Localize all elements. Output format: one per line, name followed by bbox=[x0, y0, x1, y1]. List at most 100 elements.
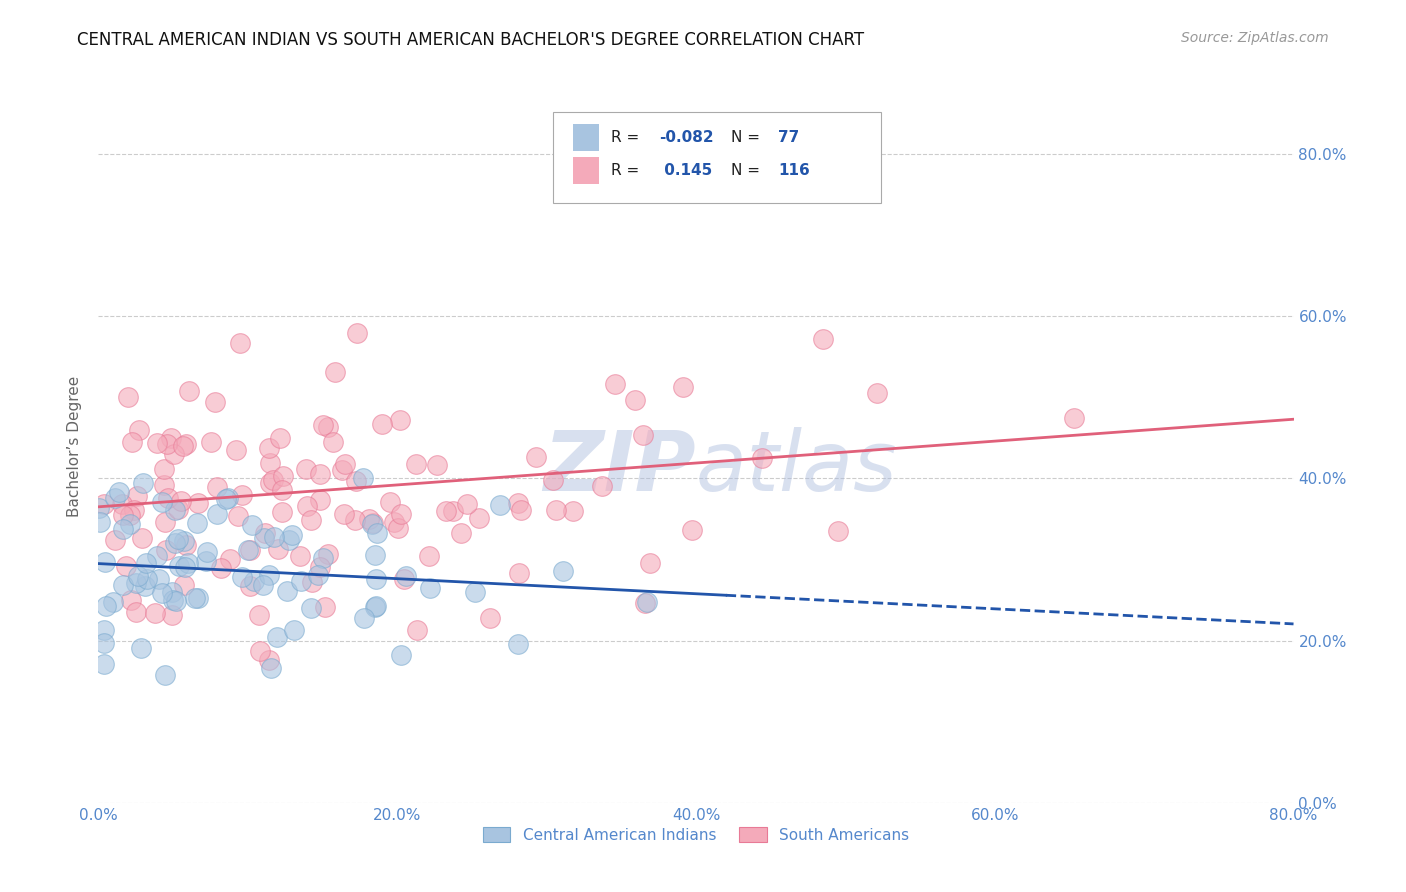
Point bbox=[633, 596, 655, 610]
Point bbox=[153, 515, 176, 529]
Point bbox=[325, 365, 347, 379]
Point bbox=[173, 559, 195, 574]
Point bbox=[464, 585, 486, 599]
Point bbox=[155, 543, 177, 558]
Text: 116: 116 bbox=[779, 163, 810, 178]
Text: R =: R = bbox=[612, 130, 644, 145]
Point bbox=[562, 503, 585, 517]
Point bbox=[195, 544, 218, 558]
Point bbox=[450, 526, 472, 541]
Point bbox=[231, 570, 253, 584]
Point bbox=[468, 511, 491, 525]
Point bbox=[387, 521, 409, 535]
Point bbox=[316, 419, 339, 434]
Point bbox=[218, 552, 240, 566]
Point bbox=[112, 508, 135, 522]
Point bbox=[153, 667, 176, 681]
Point bbox=[283, 623, 305, 637]
Point bbox=[281, 527, 304, 541]
Point bbox=[160, 431, 183, 445]
Point bbox=[344, 474, 367, 488]
Point bbox=[145, 606, 167, 620]
Point bbox=[150, 495, 173, 509]
Point bbox=[156, 491, 179, 505]
Point bbox=[252, 578, 274, 592]
Point bbox=[811, 332, 834, 346]
Point bbox=[316, 547, 339, 561]
Point bbox=[263, 530, 285, 544]
Point bbox=[389, 412, 412, 426]
Point bbox=[353, 611, 375, 625]
Point bbox=[240, 518, 263, 533]
Point bbox=[128, 423, 150, 437]
Point bbox=[150, 586, 173, 600]
Text: N =: N = bbox=[731, 163, 765, 178]
Point bbox=[236, 542, 259, 557]
Point bbox=[257, 442, 280, 456]
Point bbox=[205, 507, 228, 521]
Point bbox=[344, 513, 367, 527]
Point bbox=[118, 508, 141, 522]
Point bbox=[131, 475, 153, 490]
Point bbox=[508, 496, 530, 510]
Point bbox=[177, 556, 200, 570]
Text: Source: ZipAtlas.com: Source: ZipAtlas.com bbox=[1181, 31, 1329, 45]
Point bbox=[204, 394, 226, 409]
Point bbox=[253, 525, 276, 540]
Point bbox=[270, 506, 292, 520]
Point bbox=[93, 657, 115, 671]
Point bbox=[129, 640, 152, 655]
Point bbox=[541, 473, 564, 487]
Point bbox=[186, 516, 208, 530]
Point bbox=[243, 574, 266, 589]
Point bbox=[636, 595, 658, 609]
Point bbox=[489, 498, 512, 512]
Point bbox=[544, 503, 567, 517]
Point bbox=[163, 503, 186, 517]
Point bbox=[229, 336, 252, 351]
Point bbox=[89, 515, 111, 529]
Point bbox=[101, 595, 124, 609]
Point bbox=[309, 560, 332, 574]
Point bbox=[125, 489, 148, 503]
Point bbox=[124, 605, 146, 619]
Point bbox=[371, 417, 394, 432]
FancyBboxPatch shape bbox=[572, 157, 599, 184]
Point bbox=[173, 578, 195, 592]
Point bbox=[330, 462, 353, 476]
Point bbox=[638, 557, 661, 571]
Point bbox=[441, 504, 464, 518]
Point bbox=[290, 574, 312, 588]
Point bbox=[827, 524, 849, 538]
Point bbox=[553, 564, 575, 578]
Point bbox=[249, 644, 271, 658]
Point bbox=[271, 469, 294, 483]
Point bbox=[156, 437, 179, 451]
Point bbox=[277, 533, 299, 547]
Point bbox=[307, 568, 329, 582]
Point bbox=[262, 473, 284, 487]
Point bbox=[479, 611, 502, 625]
Point bbox=[136, 572, 159, 586]
Point bbox=[364, 599, 387, 614]
Point bbox=[162, 592, 184, 607]
Point bbox=[247, 608, 270, 623]
Point bbox=[93, 636, 115, 650]
Point bbox=[184, 591, 207, 606]
Point bbox=[163, 535, 186, 549]
Point bbox=[172, 438, 194, 452]
Point bbox=[299, 601, 322, 615]
Point bbox=[111, 577, 134, 591]
Point bbox=[177, 384, 200, 398]
Point bbox=[333, 457, 356, 471]
Point bbox=[146, 549, 169, 564]
Point bbox=[418, 549, 440, 563]
Point bbox=[260, 661, 283, 675]
Point bbox=[200, 434, 222, 449]
Point bbox=[591, 479, 613, 493]
Text: R =: R = bbox=[612, 163, 644, 178]
Text: atlas: atlas bbox=[696, 427, 897, 508]
Point bbox=[167, 559, 190, 574]
Point bbox=[239, 543, 262, 558]
Point bbox=[259, 653, 281, 667]
